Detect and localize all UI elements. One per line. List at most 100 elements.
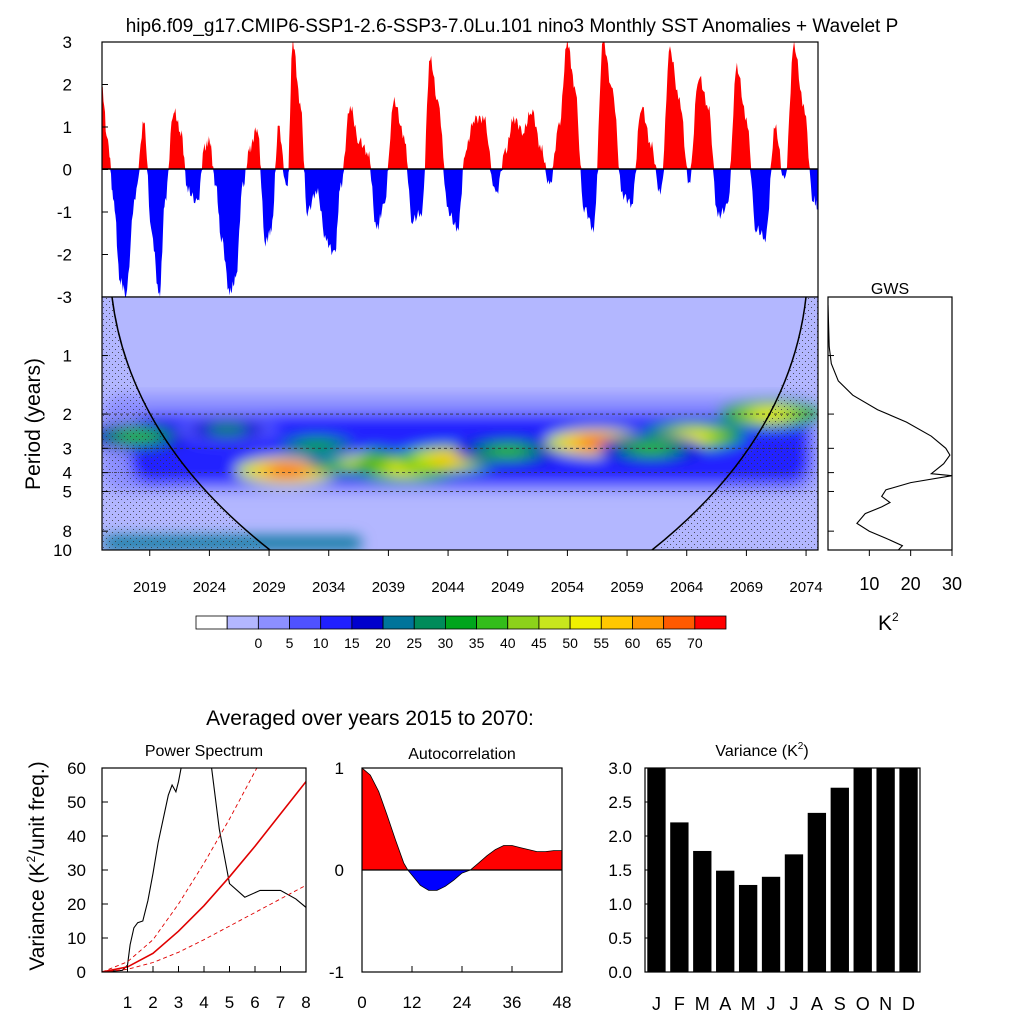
power-spectrum-line-red — [102, 781, 306, 972]
variance-y-tick-label: 2.5 — [608, 793, 632, 812]
wavelet-y-tick-label: 4 — [63, 464, 72, 483]
variance-bar — [853, 768, 872, 972]
variance-bars — [647, 768, 918, 972]
timeseries-y-tick-label: 3 — [63, 33, 72, 52]
gws-x-label-sup: 2 — [892, 610, 899, 624]
colorbar-label: 25 — [406, 635, 422, 651]
autocorrelation-line — [362, 768, 562, 891]
power-spectrum-x-tick-label: 4 — [199, 993, 208, 1012]
variance-bar — [716, 870, 735, 972]
autocorrelation-positive-area — [362, 768, 562, 870]
variance-y-tick-label: 0.0 — [608, 963, 632, 982]
wavelet-x-tick-label: 2039 — [372, 579, 405, 596]
power-spectrum-x-tick-label: 5 — [225, 993, 234, 1012]
colorbar-box — [600, 615, 633, 630]
variance-x-tick-label: A — [811, 994, 823, 1014]
wavelet-x-tick-label: 2059 — [610, 579, 643, 596]
wavelet-y-tick-label: 3 — [63, 439, 72, 458]
variance-bar — [876, 768, 895, 972]
variance-panel: Variance (K2) J F M A M J J A S O N D3.02.52.01.51.… — [608, 741, 921, 1014]
colorbar-box — [257, 615, 290, 630]
variance-x-tick-label: M — [741, 994, 756, 1014]
colorbar-box — [289, 615, 322, 630]
power-spectrum-x-tick-label: 1 — [123, 993, 132, 1012]
variance-bar — [830, 787, 849, 972]
power-spectrum-frame — [101, 767, 307, 973]
gws-title: GWS — [871, 281, 909, 298]
wavelet-significance-stipple — [102, 297, 818, 550]
colorbar-label: 70 — [687, 635, 703, 651]
power-spectrum-y-tick-label: 10 — [67, 929, 86, 948]
power-spectrum-y-tick-label: 40 — [67, 827, 86, 846]
power-spectrum-y-tick-label: 30 — [67, 861, 86, 880]
variance-x-tick-label: F — [674, 994, 685, 1014]
variance-bar — [647, 768, 666, 972]
autocorrelation-x-tick-label: 0 — [357, 993, 366, 1012]
power-spectrum-line-black — [102, 768, 306, 972]
wavelet-y-ticks: 1 2 3 45 810 — [53, 347, 108, 560]
colorbar-label: 10 — [313, 635, 329, 651]
colorbar-box — [569, 615, 602, 630]
autocorrelation-title: Autocorrelation — [408, 746, 516, 763]
wavelet-y-tick-label: 1 — [63, 347, 72, 366]
variance-bar — [761, 876, 781, 972]
section-title: Averaged over years 2015 to 2070: — [206, 707, 534, 730]
colorbar-label: 65 — [656, 635, 672, 651]
timeseries-positive-area — [102, 42, 818, 170]
wavelet-stipple-left — [102, 297, 265, 550]
wavelet-contours — [102, 395, 818, 550]
wavelet-x-tick-label: 2029 — [252, 579, 285, 596]
autocorrelation-panel: Autocorrelation 0 12 24 36 48 1 0 -1 — [329, 746, 572, 1012]
power-spectrum-x-tick-label: 8 — [301, 993, 310, 1012]
timeseries-y-ticks: 3 2 1 0 -1 -2 -3 — [57, 33, 108, 307]
colorbar-label: 35 — [469, 635, 485, 651]
colorbar-label: 55 — [594, 635, 610, 651]
colorbar-box — [663, 615, 696, 630]
colorbar-box — [195, 615, 228, 630]
power-spectrum-x-tick-label: 2 — [148, 993, 157, 1012]
wavelet-x-tick-label: 2074 — [789, 579, 822, 596]
autocorrelation-ticks: 0 12 24 36 48 1 0 -1 — [329, 759, 572, 1012]
variance-bar — [899, 768, 918, 972]
power-spectrum-y-label: Variance (K2/unit freq.) — [24, 761, 49, 970]
variance-y-tick-label: 1.0 — [608, 895, 632, 914]
colorbar-box — [382, 615, 415, 630]
wavelet-y-tick-label: 10 — [53, 541, 72, 560]
wavelet-x-tick-label: 2049 — [491, 579, 524, 596]
variance-x-tick-label: M — [695, 994, 710, 1014]
gws-spectrum-line — [828, 304, 952, 550]
colorbar-box — [507, 615, 540, 630]
gws-x-tick-label: 20 — [901, 574, 921, 594]
gws-x-tick-label: 30 — [942, 574, 962, 594]
gws-ticks: 10 20 30 — [828, 355, 962, 594]
wavelet-x-ticks: 2019 2024 2029 2034 2039 2044 2049 2054 2059 2064… — [133, 550, 823, 596]
variance-y-tick-label: 2.0 — [608, 827, 632, 846]
colorbar-label: 50 — [562, 635, 578, 651]
wavelet-x-tick-label: 2064 — [670, 579, 703, 596]
variance-x-tick-label: J — [652, 994, 661, 1014]
cone-of-influence-left — [111, 297, 271, 550]
gws-x-tick-label: 10 — [859, 574, 879, 594]
wavelet-frame — [101, 296, 819, 551]
power-spectrum-title: Power Spectrum — [145, 743, 263, 760]
wavelet-y-label: Period (years) — [22, 358, 45, 490]
wavelet-contour-blob — [487, 445, 528, 458]
colorbar-label: 30 — [438, 635, 454, 651]
colorbar-label: 60 — [625, 635, 641, 651]
variance-y-tick-label: 3.0 — [608, 759, 632, 778]
autocorrelation-x-tick-label: 12 — [403, 993, 422, 1012]
colorbar-label: 15 — [344, 635, 360, 651]
colorbar-box — [351, 615, 384, 630]
variance-ticks: J F M A M J J A S O N D3.02.52.01.51.00.50.0 — [608, 759, 915, 1014]
gws-line — [828, 304, 952, 550]
wavelet-contour-blob — [266, 464, 307, 477]
power-spectrum-y-tick-label: 50 — [67, 793, 86, 812]
wavelet-contour-blob — [207, 423, 248, 436]
variance-x-tick-label: J — [767, 994, 776, 1014]
colorbar-label: 5 — [286, 635, 294, 651]
autocorrelation-y-tick-label: 1 — [335, 759, 344, 778]
autocorrelation-x-tick-label: 36 — [503, 993, 522, 1012]
colorbar-label: 40 — [500, 635, 516, 651]
timeseries-y-tick-label: -1 — [57, 203, 72, 222]
timeseries-y-tick-label: 2 — [63, 76, 72, 95]
